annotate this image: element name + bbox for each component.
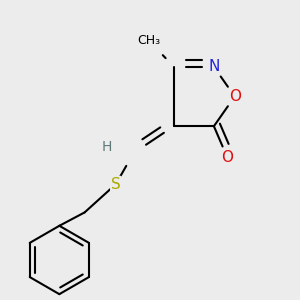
Text: O: O xyxy=(229,89,241,104)
Text: S: S xyxy=(111,177,121,192)
Text: O: O xyxy=(221,150,233,165)
Text: H: H xyxy=(102,140,112,154)
Text: CH₃: CH₃ xyxy=(137,34,160,46)
Text: N: N xyxy=(208,59,220,74)
